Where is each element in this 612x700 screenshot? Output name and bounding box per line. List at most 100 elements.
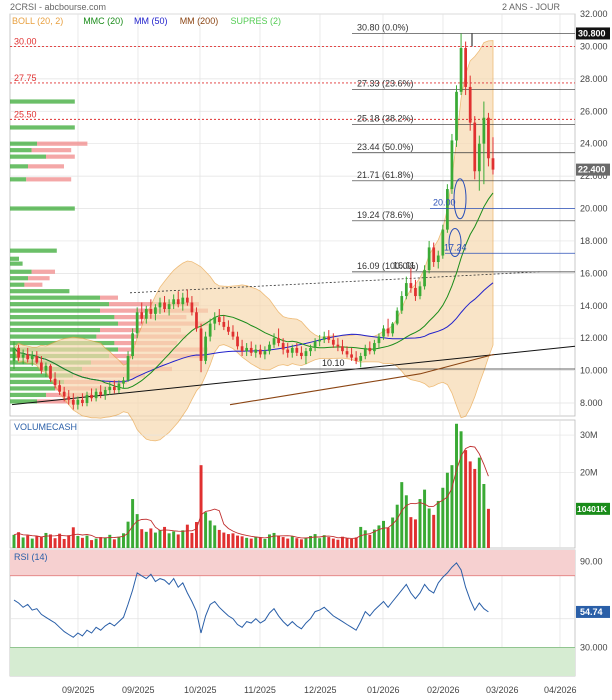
candle-body [227, 326, 230, 332]
volume-bar [372, 529, 376, 548]
volume-profile-buy-bar [10, 248, 57, 253]
candle-body [254, 349, 258, 353]
volume-bar [131, 499, 135, 548]
candle-body [268, 344, 271, 352]
volume-bar [290, 536, 294, 548]
volume-bar [26, 535, 30, 548]
volume-bar [172, 531, 176, 548]
candle-body [135, 312, 139, 334]
volume-bar [49, 534, 52, 548]
fibonacci-label: 21.71 (61.8%) [357, 170, 414, 180]
volume-bar [226, 534, 230, 548]
volume-bar [309, 535, 313, 548]
volume-bar [345, 538, 349, 548]
rsi-title: RSI (14) [14, 552, 48, 562]
candle-body [423, 270, 426, 287]
candle-body [26, 354, 30, 360]
volume-bar [464, 450, 468, 548]
candle-body [172, 299, 176, 305]
resistance-label: 25.50 [14, 109, 37, 119]
volume-bar [445, 472, 449, 548]
volume-bar [382, 520, 385, 548]
candle-body [436, 255, 440, 263]
candle-body [373, 343, 376, 352]
fibonacci-label: 19.24 (78.6%) [357, 210, 414, 220]
rsi-tick-label: 90.00 [580, 556, 603, 566]
volume-bar [249, 538, 253, 548]
y-tick-label: 30.000 [580, 41, 608, 51]
volume-bar [90, 540, 94, 548]
volume-bar [450, 465, 454, 548]
candle-body [21, 354, 25, 358]
candle-body [382, 328, 385, 337]
y-tick-label: 20.000 [580, 204, 608, 214]
candle-body [181, 297, 185, 305]
candle-body [62, 391, 66, 397]
volume-bar [245, 537, 249, 548]
volume-profile-buy-bar [10, 256, 19, 261]
legend-item: MMC (20) [83, 16, 123, 26]
volume-profile-sell-bar [24, 282, 43, 287]
volume-tick-label: 20M [580, 468, 598, 478]
volume-bar [190, 532, 194, 548]
fibonacci-label: 25.18 (38.2%) [357, 114, 414, 124]
volume-bar [58, 533, 62, 548]
volume-bar [12, 534, 16, 548]
candle-body [487, 117, 490, 159]
candle-body [272, 338, 276, 345]
volume-bar [486, 508, 490, 548]
volume-profile-buy-bar [10, 164, 28, 169]
x-tick-label: 09/2025 [62, 685, 95, 695]
volume-bar [423, 489, 427, 548]
y-tick-label: 16.000 [580, 268, 608, 278]
candle-body [131, 333, 134, 357]
candle-body [40, 362, 43, 371]
legend-item: MM (50) [134, 16, 168, 26]
volume-bar [377, 525, 381, 548]
volume-bar [350, 538, 354, 548]
volume-tick-label: 30M [580, 430, 598, 440]
candle-body [185, 297, 189, 303]
volume-bar [436, 500, 440, 548]
volume-bar [267, 534, 271, 548]
y-tick-label: 32.000 [580, 9, 608, 19]
volume-bar [441, 487, 445, 548]
candle-body [295, 347, 299, 353]
candle-body [395, 310, 399, 324]
volume-profile-sell-bar [37, 141, 88, 146]
volume-bar [404, 495, 408, 548]
candle-body [473, 122, 477, 172]
volume-profile-buy-bar [10, 177, 27, 182]
x-tick-label: 11/2025 [244, 685, 276, 695]
volume-profile-sell-bar [28, 276, 50, 281]
volume-bar [395, 504, 399, 548]
volume-bar [62, 538, 66, 548]
volume-bar [240, 536, 244, 548]
volume-bar [363, 530, 367, 548]
volume-bar [272, 532, 276, 548]
candle-body [49, 365, 52, 379]
volume-bar [313, 534, 317, 548]
volume-bar [459, 431, 463, 548]
candle-body [190, 302, 194, 313]
candle-body [359, 356, 363, 361]
volume-bar [94, 538, 98, 548]
rsi-oversold-zone [10, 647, 575, 676]
volume-bar [236, 535, 240, 548]
volume-title: VOLUMECASH [14, 422, 77, 432]
y-tick-label: 26.000 [580, 106, 608, 116]
annotation-ellipse [448, 228, 462, 258]
candle-body [477, 143, 481, 172]
y-tick-label: 8.000 [580, 398, 603, 408]
volume-bar [427, 508, 431, 548]
candle-body [149, 309, 153, 314]
candle-body [231, 331, 235, 337]
candle-body [441, 229, 445, 256]
x-tick-label: 02/2026 [427, 685, 460, 695]
candle-body [277, 338, 280, 344]
volume-bar [76, 535, 80, 548]
candle-body [81, 399, 84, 404]
volume-bar [263, 538, 267, 548]
candle-body [309, 347, 312, 352]
candle-body [263, 351, 267, 355]
